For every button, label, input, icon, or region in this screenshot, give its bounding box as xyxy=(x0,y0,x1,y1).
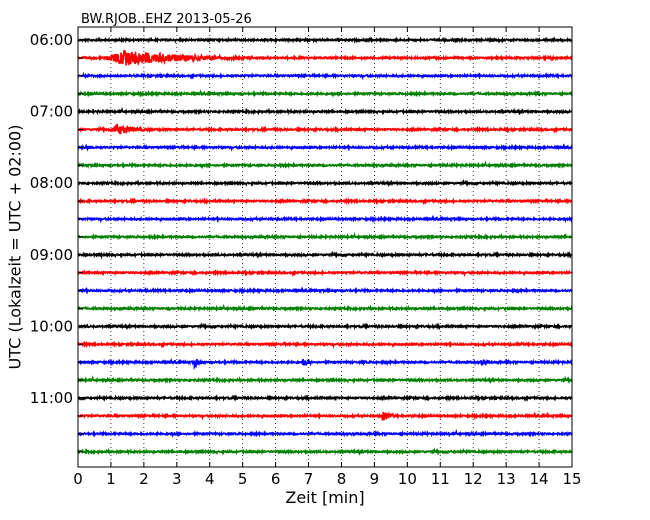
chart-title: BW.RJOB..EHZ 2013-05-26 xyxy=(81,12,252,27)
trace-row-0845 xyxy=(77,231,573,241)
x-tick-label: 3 xyxy=(172,470,182,488)
grid-lines xyxy=(110,27,540,467)
trace-row-1045 xyxy=(77,375,573,384)
trace-row-0745 xyxy=(77,160,573,170)
x-tick-label: 6 xyxy=(271,470,281,488)
x-tick-label: 0 xyxy=(73,470,83,488)
trace-row-0945 xyxy=(77,303,573,313)
x-tick-label: 14 xyxy=(530,470,549,488)
trace-row-0715 xyxy=(77,123,573,135)
trace-row-1130 xyxy=(77,428,573,439)
trace-row-1145 xyxy=(77,447,573,456)
x-tick-label: 7 xyxy=(304,470,314,488)
x-tick-label: 8 xyxy=(337,470,347,488)
trace-row-0645 xyxy=(77,89,573,98)
x-axis-ticks: 0 1 2 3 4 5 6 7 8 9 10 11 12 13 14 15 xyxy=(73,27,582,488)
trace-row-0730 xyxy=(77,143,573,152)
y-axis-title: UTC (Lokalzeit = UTC + 02:00) xyxy=(6,125,25,370)
x-tick-label: 11 xyxy=(431,470,450,488)
trace-layer xyxy=(77,36,573,456)
trace-row-0830 xyxy=(77,214,573,224)
trace-row-0915 xyxy=(77,268,573,278)
trace-row-1015 xyxy=(77,340,573,349)
x-tick-label: 13 xyxy=(497,470,516,488)
x-tick-label: 5 xyxy=(238,470,248,488)
trace-row-1100 xyxy=(77,394,573,402)
trace-row-0600 xyxy=(77,36,573,44)
trace-row-0615 xyxy=(77,49,573,67)
x-tick-label: 10 xyxy=(398,470,417,488)
trace-row-0630 xyxy=(77,71,573,81)
trace-row-0700 xyxy=(77,106,573,116)
x-tick-label: 12 xyxy=(464,470,483,488)
trace-row-1115 xyxy=(77,411,573,421)
y-tick-label: 09:00 xyxy=(30,246,73,264)
trace-row-0900 xyxy=(77,250,573,260)
trace-row-1000 xyxy=(77,321,573,331)
y-tick-label: 07:00 xyxy=(30,103,73,121)
x-axis-title: Zeit [min] xyxy=(285,488,364,507)
y-tick-label: 11:00 xyxy=(30,389,73,407)
plot-frame xyxy=(77,26,573,468)
x-tick-label: 1 xyxy=(106,470,116,488)
trace-row-0815 xyxy=(77,197,573,206)
x-tick-label: 9 xyxy=(370,470,380,488)
y-axis-ticks: 06:00 07:00 08:00 09:00 10:00 11:00 xyxy=(30,31,83,453)
y-tick-label: 06:00 xyxy=(30,31,73,49)
trace-row-0800 xyxy=(77,178,573,188)
x-tick-label: 4 xyxy=(205,470,215,488)
trace-row-0930 xyxy=(77,286,573,295)
x-tick-label: 15 xyxy=(562,470,581,488)
y-tick-label: 08:00 xyxy=(30,174,73,192)
y-tick-label: 10:00 xyxy=(30,317,73,335)
trace-row-1030 xyxy=(77,357,573,371)
x-tick-label: 2 xyxy=(139,470,149,488)
